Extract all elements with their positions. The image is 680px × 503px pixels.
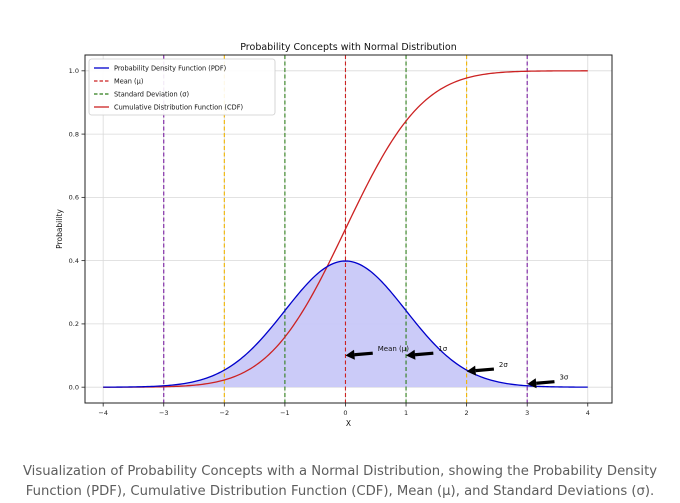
y-tick-label: 0.8 [69,130,79,138]
ticks-layer: −4 −3 −2 −1 0 1 2 3 4 0.0 0.2 0.4 0.6 0.8 1.0 [69,67,590,417]
annotation-arrow-shaft [414,351,434,357]
annotation-arrow-shaft [475,367,495,373]
annotation-label: 3σ [559,374,568,382]
annotation-arrow-head [406,349,416,360]
legend: Probability Density Function (PDF) Mean (… [88,58,276,116]
plot-frame [84,54,613,404]
annotation-label: 1σ [438,345,447,353]
annotation-arrow-head [527,378,537,389]
annotation-label: 2σ [499,361,508,369]
x-tick-label: 1 [404,409,408,417]
x-tick-label: −2 [220,409,230,417]
chart-figure: Mean (μ) 1σ 2σ 3σ −4 −3 −2 −1 0 1 2 3 4 0.0 0.2 0.4 0.6… [55,42,613,428]
y-tick-label: 0.2 [69,320,79,328]
x-tick-label: 0 [343,409,347,417]
annotation-arrow-shaft [354,351,373,357]
legend-box [88,58,276,116]
chart-title: Probability Concepts with Normal Distrib… [240,42,457,53]
y-tick-label: 0.6 [69,194,79,202]
legend-label: Standard Deviation (σ) [114,90,189,98]
x-tick-label: 4 [586,409,590,417]
legend-label: Mean (μ) [114,77,143,85]
pdf-line [103,260,588,388]
x-tick-label: 2 [465,409,469,417]
series-layer [103,70,588,388]
x-tick-label: −3 [159,409,169,417]
y-tick-label: 0.4 [69,257,79,265]
y-tick-label: 1.0 [69,67,79,75]
legend-label: Probability Density Function (PDF) [114,64,226,72]
y-tick-label: 0.0 [69,383,79,391]
annotations-layer: Mean (μ) 1σ 2σ 3σ [345,345,569,389]
annotation-label: Mean (μ) [378,345,409,353]
reference-lines-layer [163,55,528,403]
figure-caption: Visualization of Probability Concepts wi… [22,464,658,499]
x-tick-label: 3 [525,409,529,417]
x-tick-label: −1 [280,409,290,417]
x-tick-label: −4 [98,409,108,417]
legend-label: Cumulative Distribution Function (CDF) [114,103,243,111]
y-axis-label: Probability [55,209,64,249]
annotation-arrow-head [466,365,477,376]
annotation-arrow-head [345,349,355,360]
annotation-arrow-shaft [536,380,555,385]
x-axis-label: X [346,419,351,428]
